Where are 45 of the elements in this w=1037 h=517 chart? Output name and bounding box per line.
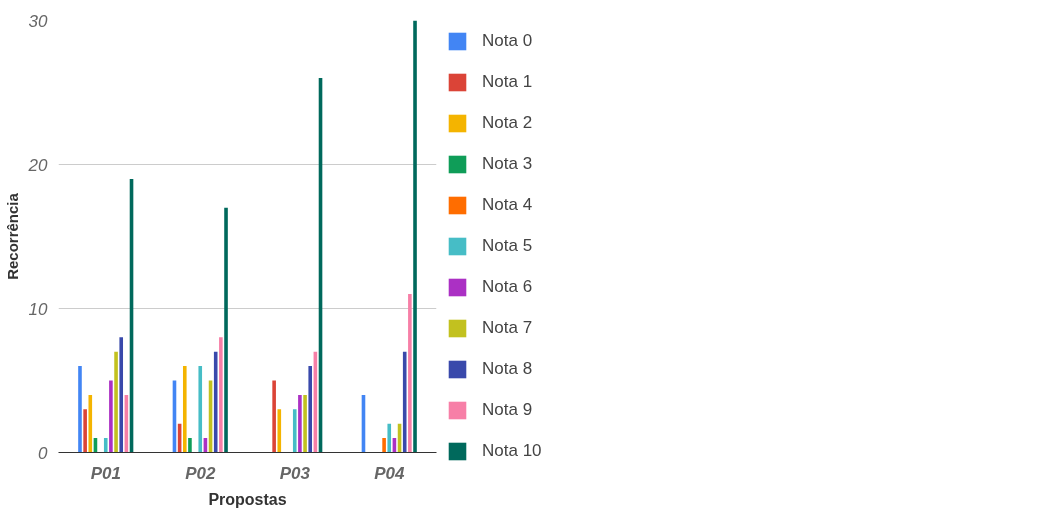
- legend-label: Nota 9: [482, 400, 533, 420]
- x-tick-label: P01: [90, 463, 121, 483]
- legend-label: Nota 7: [482, 318, 533, 338]
- bar: [402, 351, 407, 453]
- y-tick-label: 10: [28, 299, 49, 319]
- bar: [292, 409, 297, 453]
- bar: [387, 423, 392, 453]
- legend-label: Nota 4: [482, 195, 533, 215]
- x-axis-title: Propostas: [208, 490, 287, 508]
- bar: [103, 438, 108, 453]
- legend-label: Nota 6: [482, 277, 533, 297]
- bar: [413, 20, 417, 453]
- bar: [109, 380, 113, 453]
- bar: [303, 394, 307, 453]
- bar: [408, 294, 412, 453]
- bar: [119, 337, 124, 453]
- bar: [382, 438, 386, 453]
- legend-label: Nota 3: [482, 154, 533, 174]
- x-tick-label: P04: [374, 463, 405, 483]
- y-axis-title: Recorrência: [3, 192, 21, 280]
- bar: [213, 351, 218, 453]
- legend-label: Nota 2: [482, 113, 533, 133]
- bar: [277, 409, 282, 453]
- legend-label: Nota 8: [482, 359, 533, 379]
- x-tick-label: P02: [185, 463, 216, 483]
- bar: [198, 366, 203, 453]
- legend-label: Nota 1: [482, 72, 533, 92]
- bar: [219, 337, 223, 453]
- bar: [88, 394, 93, 453]
- bar: [182, 366, 187, 453]
- bar: [224, 207, 228, 453]
- legend-label: Nota 0: [482, 31, 533, 51]
- y-tick-label: 20: [27, 155, 49, 175]
- bar: [272, 380, 276, 453]
- legend-label: Nota 10: [482, 441, 542, 461]
- legend-label: Nota 5: [482, 236, 533, 256]
- bar: [114, 351, 118, 453]
- bar: [83, 409, 87, 453]
- bar: [308, 366, 313, 453]
- y-tick-label: 30: [28, 11, 49, 31]
- bar: [298, 394, 302, 453]
- x-tick-label: P03: [279, 463, 311, 483]
- y-tick-label: 0: [38, 443, 49, 463]
- bar: [188, 438, 192, 453]
- bar: [78, 366, 82, 453]
